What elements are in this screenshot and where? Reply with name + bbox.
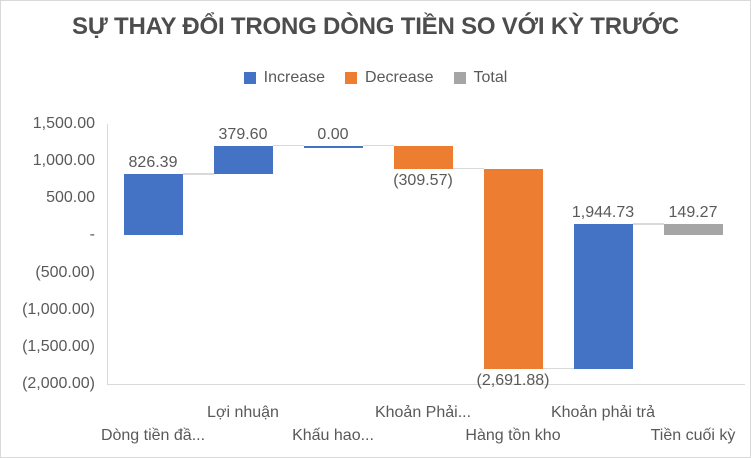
legend: Increase Decrease Total	[1, 65, 750, 91]
legend-item-decrease[interactable]: Decrease	[345, 69, 434, 87]
x-axis-label: Khoản phải trả	[550, 404, 656, 421]
data-label: 0.00	[317, 125, 349, 143]
legend-item-increase[interactable]: Increase	[243, 69, 326, 87]
connector-line	[452, 167, 484, 170]
y-tick-label: (500.00)	[35, 263, 95, 281]
connector-line	[272, 144, 304, 147]
legend-item-total[interactable]: Total	[453, 69, 508, 87]
connector-line	[182, 173, 214, 175]
x-axis-label: Hàng tồn kho	[465, 427, 561, 444]
y-tick-label: -	[89, 226, 95, 244]
data-label: 149.27	[668, 204, 718, 222]
connector-line	[632, 223, 664, 225]
x-axis-label: Khấu hao...	[292, 427, 374, 444]
legend-label: Increase	[263, 69, 326, 86]
y-tick-label: 500.00	[46, 189, 95, 207]
legend-swatch-total	[453, 72, 466, 84]
x-axis-label: Dòng tiền đầ...	[100, 427, 206, 444]
data-label: (2,691.88)	[476, 371, 550, 389]
bar-decrease[interactable]	[483, 168, 543, 369]
legend-label: Total	[473, 69, 508, 86]
bar-increase[interactable]	[303, 145, 363, 149]
data-label: (309.57)	[393, 171, 453, 189]
y-axis-line	[107, 124, 108, 385]
data-label: 826.39	[128, 154, 178, 172]
legend-swatch-increase	[243, 72, 256, 84]
y-tick-label: (1,000.00)	[22, 300, 95, 318]
bar-increase[interactable]	[573, 224, 633, 369]
legend-label: Decrease	[365, 69, 434, 86]
x-axis-label: Tiền cuối kỳ	[650, 427, 736, 444]
data-label: 379.60	[218, 125, 268, 143]
bar-decrease[interactable]	[393, 145, 453, 169]
x-axis-line	[107, 384, 745, 385]
connector-line	[362, 144, 394, 147]
y-tick-label: (2,000.00)	[22, 375, 95, 392]
y-tick-label: (1,500.00)	[22, 337, 95, 355]
y-tick-label: 1,000.00	[32, 152, 95, 170]
connector-line	[542, 367, 574, 370]
bar-increase[interactable]	[123, 174, 183, 236]
x-axis-label: Lợi nhuận	[207, 404, 279, 421]
chart-title: SỰ THAY ĐỔI TRONG DÒNG TIỀN SO VỚI KỲ TR…	[72, 13, 679, 40]
legend-swatch-decrease	[345, 72, 358, 84]
data-label: 1,944.73	[571, 204, 635, 222]
x-axis-label: Khoản Phải...	[374, 404, 472, 421]
bar-increase[interactable]	[213, 145, 273, 175]
y-tick-label: 1,500.00	[32, 115, 95, 132]
bar-total[interactable]	[663, 224, 723, 236]
